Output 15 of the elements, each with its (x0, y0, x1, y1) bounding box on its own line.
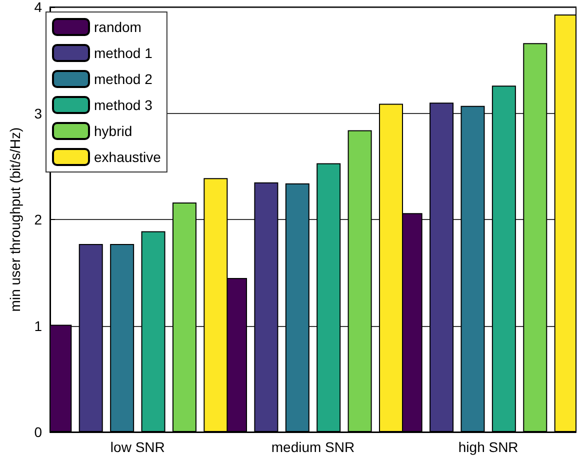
x-tick-label: medium SNR (271, 439, 355, 455)
legend-label: exhaustive (94, 149, 162, 165)
x-tick-label: low SNR (110, 439, 165, 455)
legend-label: hybrid (94, 123, 132, 139)
y-tick-label: 0 (34, 424, 42, 440)
y-tick-label: 4 (34, 0, 42, 15)
y-tick-label: 3 (34, 105, 42, 122)
legend-label: method 2 (94, 71, 153, 87)
y-axis-title: min user throughput (bit/s/Hz) (7, 127, 23, 312)
y-tick-label: 2 (34, 212, 42, 228)
y-tick-label: 1 (34, 318, 42, 334)
legend-label: random (94, 19, 142, 35)
legend-label: method 3 (94, 97, 153, 113)
legend-label: method 1 (94, 45, 153, 61)
x-tick-label: high SNR (458, 439, 518, 455)
